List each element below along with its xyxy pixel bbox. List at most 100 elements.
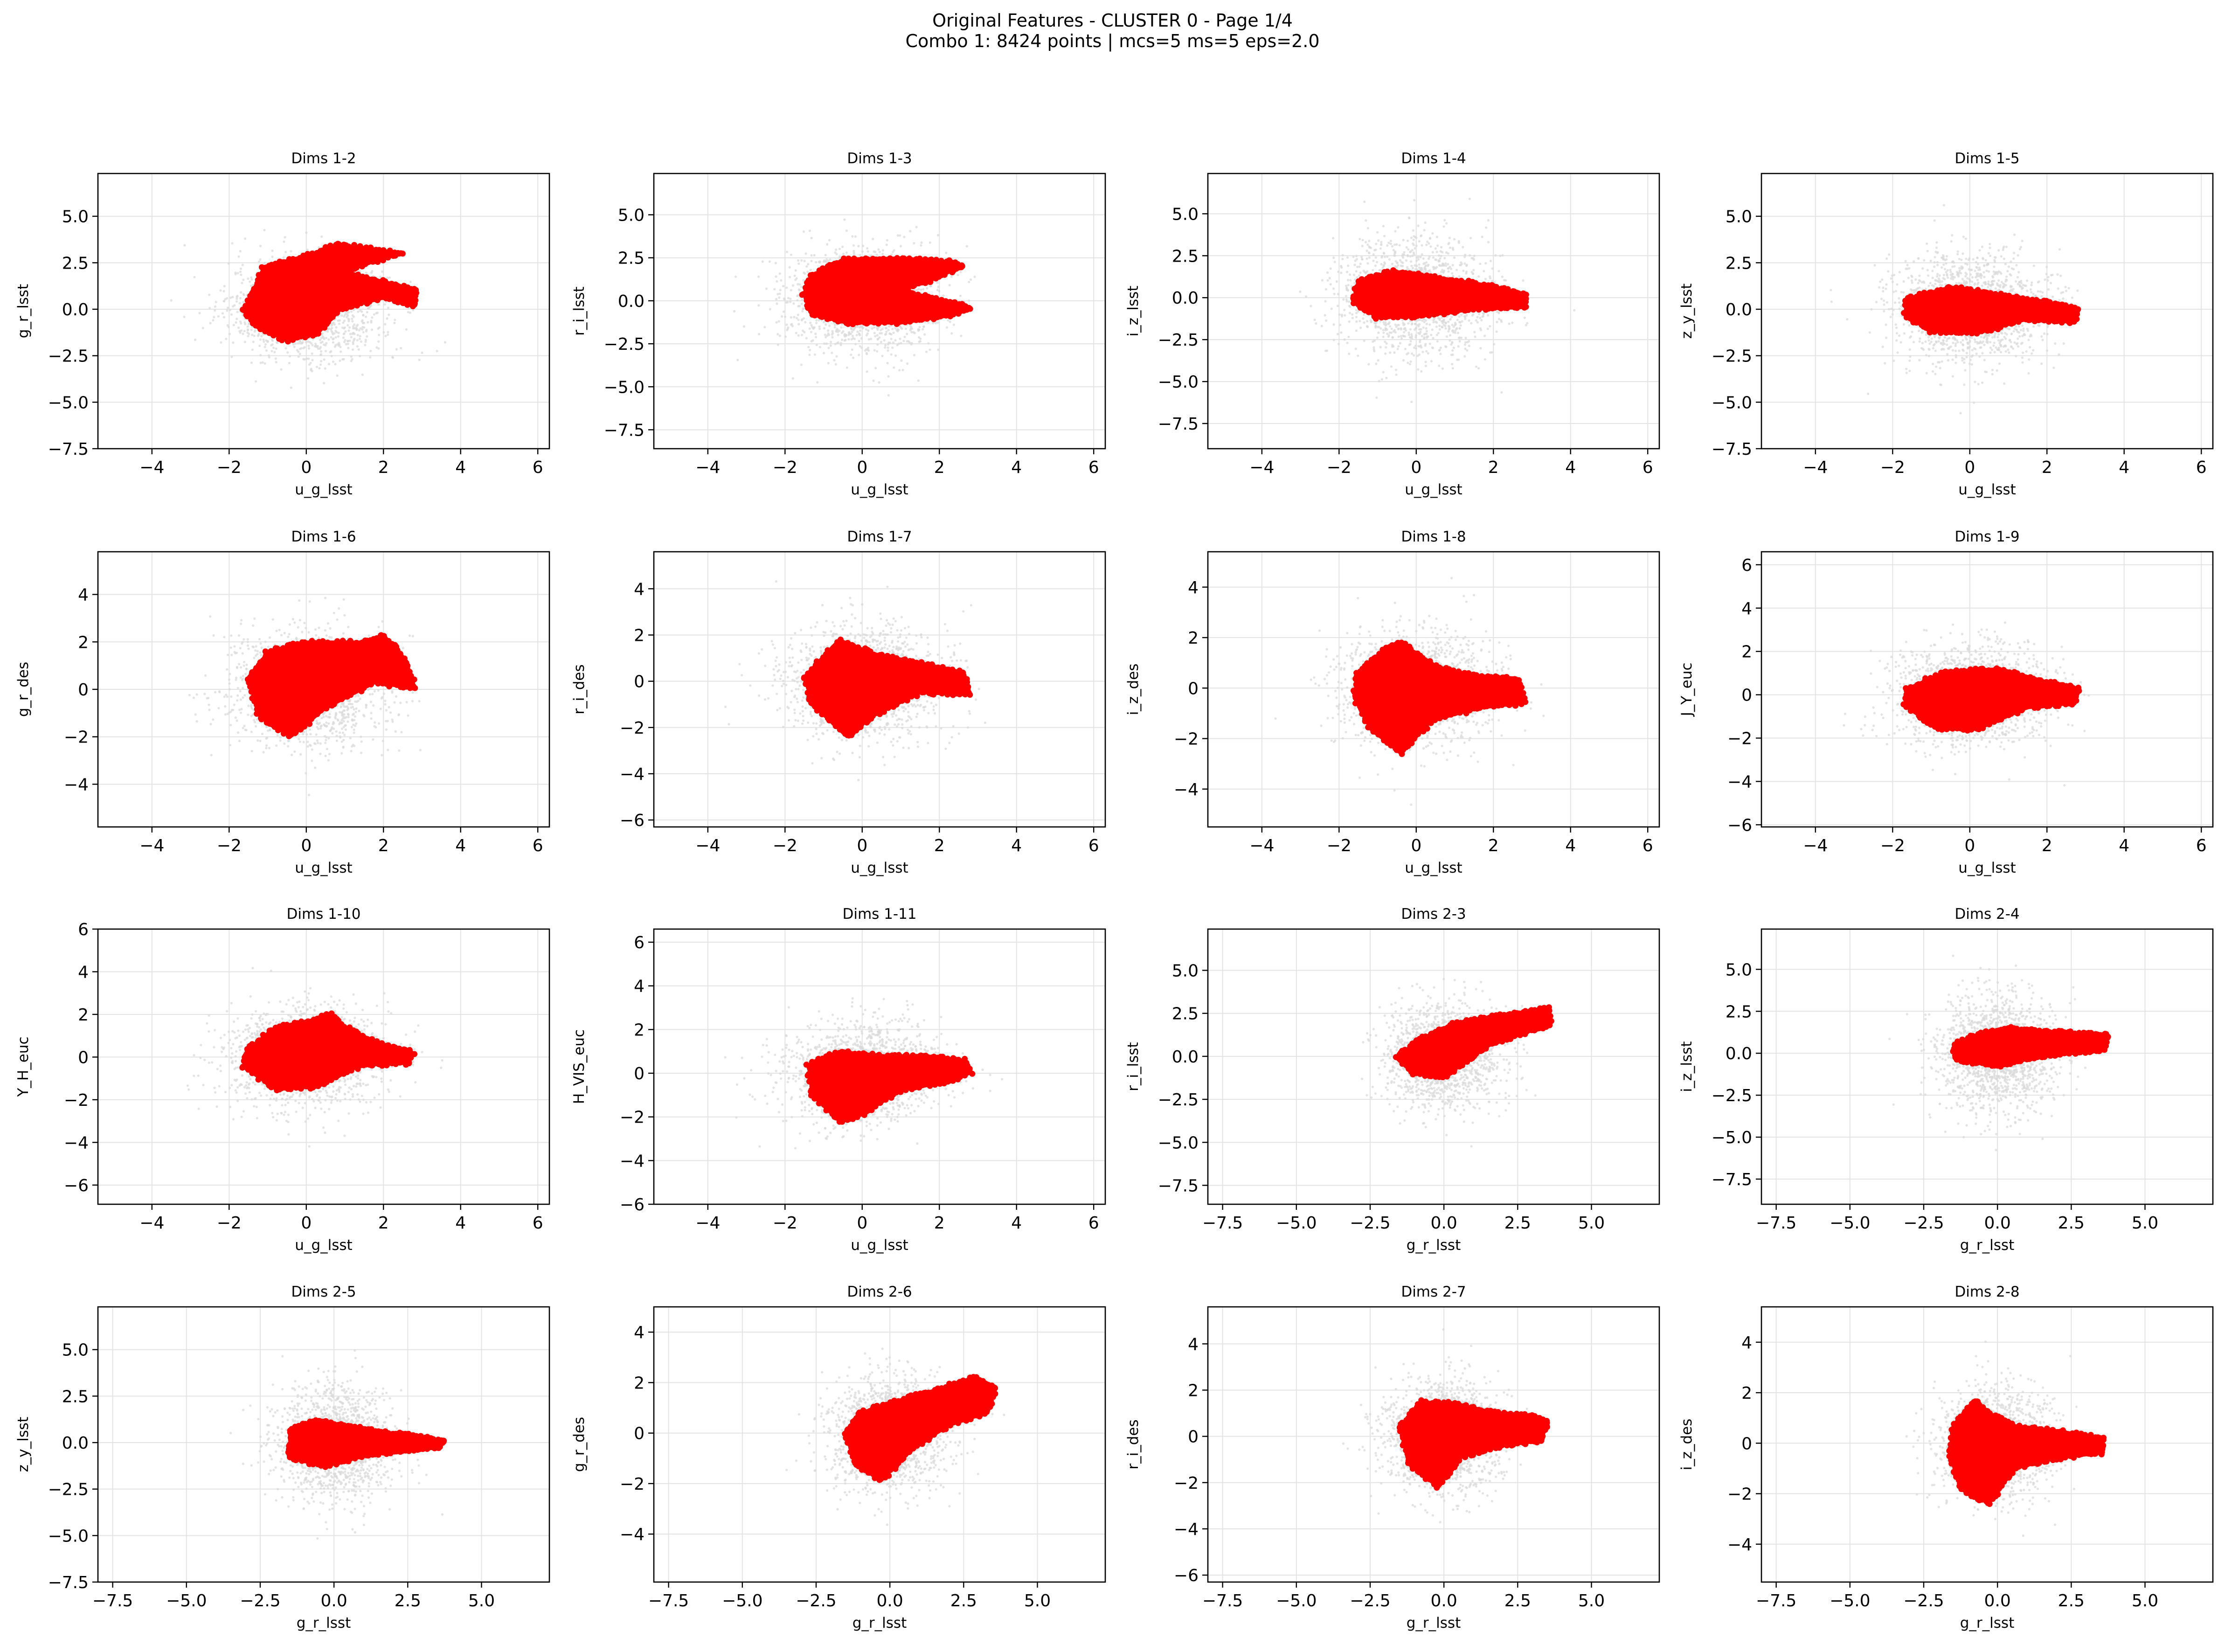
cluster-point [822,290,828,296]
background-point [859,334,861,336]
background-point [395,348,398,350]
background-point [785,324,788,326]
background-point [872,238,874,240]
background-point [213,316,215,318]
cluster-point [256,272,262,278]
cluster-point [286,327,292,333]
background-point [1347,279,1349,281]
background-point [305,231,307,234]
background-point [1382,329,1384,331]
cluster-point [894,321,900,327]
background-point [232,341,234,344]
background-point [796,317,798,319]
background-point [309,341,311,343]
background-point [247,326,249,328]
background-point [932,322,934,324]
background-point [900,245,902,247]
background-point [239,297,242,299]
cluster-point [299,273,305,279]
background-point [361,326,364,328]
background-point [868,338,870,340]
background-point [1365,219,1367,222]
background-point [286,351,289,354]
background-point [310,369,312,371]
background-point [871,327,873,330]
background-point [949,320,951,323]
cluster-point [328,288,334,294]
cluster-point [938,258,944,264]
cluster-point [266,280,272,286]
background-point [838,257,840,259]
background-point [1329,277,1331,279]
background-point [250,361,253,364]
y-tick-label: −2.5 [604,335,645,354]
background-point [359,338,361,340]
background-point [209,322,212,324]
background-point [327,338,330,340]
background-point [909,230,911,232]
cluster-point [291,283,297,289]
cluster-point [284,291,290,297]
background-point [271,340,274,342]
background-point [812,339,814,341]
cluster-point [901,256,907,262]
cluster-point [352,278,358,284]
cluster-point [836,297,842,303]
background-point [809,349,811,351]
background-point [280,368,282,371]
background-point [340,314,343,317]
background-point [260,335,263,337]
cluster-point [852,305,858,312]
background-point [785,286,788,289]
background-point [290,250,292,252]
background-point [356,339,359,341]
cluster-point [817,307,823,313]
background-point [803,307,805,310]
background-point [970,278,972,281]
background-point [369,356,371,359]
y-tick-label: −5.0 [604,378,645,397]
cluster-point [257,292,263,298]
background-point [249,280,251,283]
cluster-point [331,270,337,276]
background-point [911,327,913,330]
background-point [919,338,922,340]
background-point [885,333,887,335]
cluster-point [323,302,329,308]
background-point [876,350,878,353]
background-point [1393,351,1396,354]
background-point [1331,308,1333,310]
background-point [319,346,322,348]
cluster-point [272,316,278,322]
background-point [825,324,827,326]
background-point [1382,336,1385,338]
background-point [231,296,234,298]
background-point [377,347,380,350]
background-point [757,304,760,306]
background-point [804,272,806,275]
cluster-point [312,310,319,316]
cluster-point [888,319,894,325]
background-point [275,347,277,350]
background-point [237,272,239,274]
background-point [891,347,894,349]
background-point [264,343,267,346]
x-tick-label: 4 [1011,458,1022,477]
background-point [937,348,939,351]
background-point [239,271,242,273]
background-point [825,342,828,345]
background-point [891,328,894,330]
background-point [1314,319,1316,321]
background-point [1361,245,1364,247]
background-point [358,348,360,351]
background-point [859,254,861,256]
background-point [1447,271,1449,273]
y-tick-label: 0.0 [62,300,89,319]
background-point [393,322,395,324]
background-point [384,335,387,337]
background-point [777,344,779,346]
background-point [350,355,353,358]
cluster-point [927,264,933,270]
cluster-point [290,256,296,262]
background-point [847,334,850,336]
